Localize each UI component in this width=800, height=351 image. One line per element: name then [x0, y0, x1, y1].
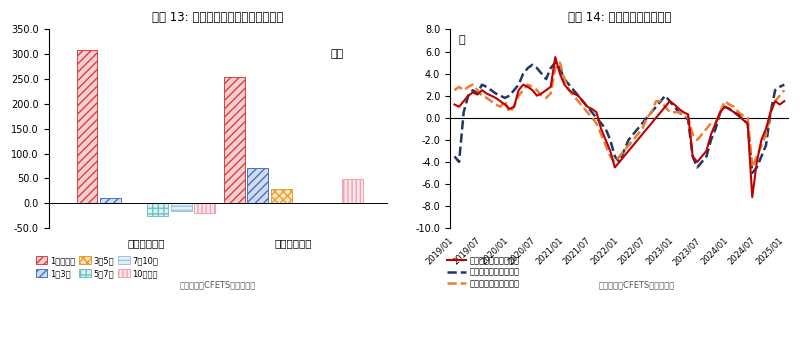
Bar: [194, 203, 215, 213]
Title: 图表 13: 当月理财净买入债券期限情况: 图表 13: 当月理财净买入债券期限情况: [152, 11, 284, 24]
Text: 资料来源：CFETS，兴业研究: 资料来源：CFETS，兴业研究: [598, 281, 674, 290]
Text: 年: 年: [458, 35, 465, 45]
Text: 资料来源：CFETS，兴业研究: 资料来源：CFETS，兴业研究: [180, 281, 256, 290]
Bar: [171, 203, 191, 211]
Text: 亿元: 亿元: [330, 49, 343, 59]
Bar: [147, 203, 168, 216]
Bar: [247, 167, 268, 203]
Bar: [342, 179, 362, 203]
Bar: [77, 50, 98, 203]
Legend: 理财全类型净买入久期, 理财利率债净买入久期, 理财信用债净买入久期: 理财全类型净买入久期, 理财利率债净买入久期, 理财信用债净买入久期: [447, 256, 520, 288]
Bar: [100, 198, 121, 203]
Bar: [224, 77, 245, 203]
Legend: 1年及以下, 1－3年, 3－5年, 5－7年, 7－10年, 10年以上: 1年及以下, 1－3年, 3－5年, 5－7年, 7－10年, 10年以上: [36, 256, 158, 278]
Title: 图表 14: 理财净买入久期情况: 图表 14: 理财净买入久期情况: [568, 11, 671, 24]
Bar: [271, 190, 292, 203]
